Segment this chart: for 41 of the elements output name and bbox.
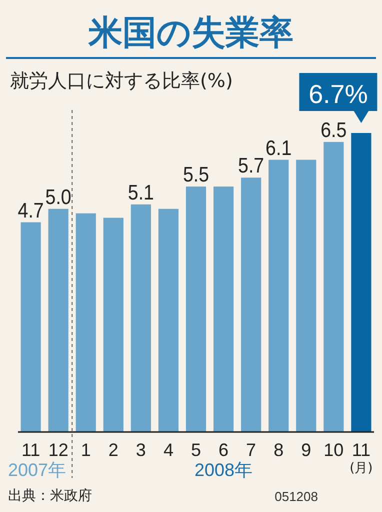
data-label: 5.0 xyxy=(45,186,74,209)
x-tick-label: 2 xyxy=(108,440,118,460)
bar xyxy=(351,133,372,432)
data-label: 6.7% xyxy=(308,79,368,109)
x-tick-label: 3 xyxy=(136,440,146,460)
chart-title: 米国の失業率 xyxy=(88,13,294,53)
source-note: 出典：米政府 xyxy=(8,488,92,504)
data-label: 6.5 xyxy=(320,118,350,142)
x-tick-label: 5 xyxy=(190,440,202,460)
bar xyxy=(268,160,289,432)
bar xyxy=(324,142,344,432)
data-label: 5.5 xyxy=(182,164,212,187)
text: 051208 xyxy=(274,489,318,504)
bar xyxy=(130,204,151,432)
data-label: 6.1 xyxy=(266,136,295,160)
x-tick-label: 6 xyxy=(218,440,229,460)
x-tick-label: 4 xyxy=(163,440,174,460)
x-tick-label: 10 xyxy=(324,440,344,460)
x-tick-label: 8 xyxy=(274,440,284,460)
bar xyxy=(241,178,262,432)
bar xyxy=(103,218,124,432)
bar xyxy=(158,208,179,432)
bar xyxy=(76,213,96,432)
x-tick-label: 1 xyxy=(80,440,91,460)
x-tick-label: 7 xyxy=(246,440,256,460)
x-tick-label: 11 xyxy=(21,440,40,460)
x-axis-title: (月) xyxy=(350,461,373,476)
x-tick-label: 9 xyxy=(301,440,312,460)
x-tick-label: 12 xyxy=(48,440,68,460)
text: 2008年 xyxy=(194,460,253,480)
bar xyxy=(48,208,68,432)
bar xyxy=(186,186,206,432)
bar xyxy=(20,222,41,432)
text: 2007年 xyxy=(8,460,66,480)
chart-subtitle: 就労人口に対する比率(%) xyxy=(10,70,233,92)
data-label: 5.1 xyxy=(128,181,158,204)
x-tick-label: 11 xyxy=(352,440,371,460)
bar xyxy=(213,186,234,432)
data-label: 4.7 xyxy=(18,199,47,222)
bar xyxy=(296,160,316,432)
data-label: 5.7 xyxy=(238,154,268,178)
